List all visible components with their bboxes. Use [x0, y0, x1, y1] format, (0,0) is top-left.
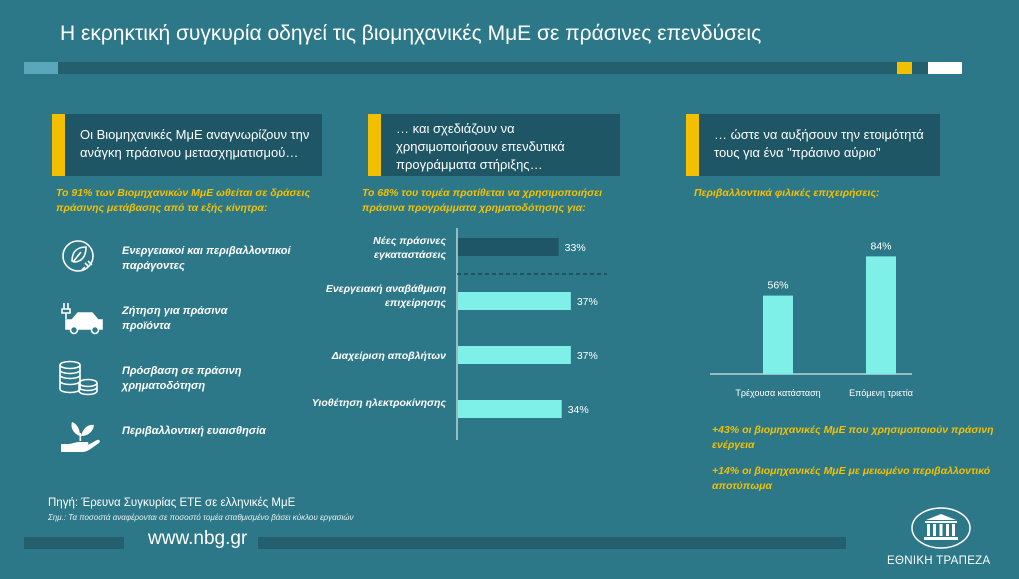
source-text: Πηγή: Έρευνα Συγκυρίας ΕΤΕ σε ελληνικές …	[48, 497, 296, 509]
column2-header-accent	[368, 114, 381, 176]
hbar-category-label: Υιοθέτηση ηλεκτροκίνησης	[311, 397, 446, 409]
top-bar-light-block	[24, 62, 58, 74]
top-bar-white-block	[928, 62, 962, 74]
hbar-value-label: 37%	[577, 350, 598, 362]
hbar-bar	[458, 400, 562, 418]
hbar-value-label: 37%	[577, 296, 598, 308]
driver-label-demand: Ζήτηση για πράσινα προϊόντα	[122, 305, 228, 332]
horizontal-bar-chart: 33% 37% 37% 34%	[456, 228, 607, 440]
top-bar-yellow-block	[897, 62, 912, 74]
footnote-text: Σημ.: Τα ποσοστά αναφέρονται σε ποσοστό …	[48, 513, 354, 522]
bottom-decor-bar-left	[24, 537, 124, 549]
hbar-category-label: Διαχείριση αποβλήτων	[331, 350, 446, 362]
vbar-bar	[866, 256, 896, 374]
column1-header-accent	[52, 114, 65, 176]
vertical-bar-chart: 56% Τρέχουσα κατάσταση 84% Επόμενη τριετία	[710, 240, 913, 398]
hand-plant-icon	[58, 416, 102, 456]
bank-name: ΕΘΝΙΚΗ ΤΡΑΠΕΖΑ	[887, 555, 991, 567]
hbar-value-label: 34%	[568, 404, 589, 416]
leaf-plug-icon	[58, 236, 102, 276]
vbar-value-label: 56%	[767, 280, 788, 292]
note-green-energy: +43% οι βιομηχανικές ΜμΕ που χρησιμοποιο…	[712, 424, 994, 451]
column1-subtitle: Το 91% των Βιομηχανικών ΜμΕ ωθείται σε δ…	[56, 187, 311, 214]
vbar-category-label: Επόμενη τριετία	[849, 388, 913, 398]
coins-icon	[56, 359, 100, 399]
column2-subtitle: Το 68% του τομέα προτίθεται να χρησιμοπο…	[362, 187, 603, 214]
column3-header-accent	[686, 114, 699, 176]
hbar-category-label: Ενεργειακή αναβάθμιση επιχείρησης	[325, 283, 446, 309]
column3-subtitle: Περιβαλλοντικά φιλικές επιχειρήσεις:	[694, 187, 880, 199]
hbar-value-label: 33%	[565, 242, 586, 254]
page-title: Η εκρηκτική συγκυρία οδηγεί τις βιομηχαν…	[60, 22, 762, 45]
column2-header-text: … και σχεδιάζουν να χρησιμοποιήσουν επεν…	[396, 121, 565, 172]
column3-header-text: … ώστε να αυξήσουν την ετοιμότητά τους γ…	[714, 127, 924, 160]
bottom-decor-bar-right	[258, 537, 846, 549]
vbar-value-label: 84%	[870, 240, 891, 252]
hbar-bar	[458, 238, 559, 256]
vbar-bar	[763, 295, 793, 374]
website-link[interactable]: www.nbg.gr	[148, 528, 248, 549]
top-decor-bar	[24, 62, 962, 74]
vbar-category-label: Τρέχουσα κατάσταση	[735, 388, 820, 398]
bank-logo-icon	[910, 506, 972, 555]
electric-car-icon	[58, 300, 103, 340]
hbar-bar	[458, 346, 571, 364]
driver-label-awareness: Περιβαλλοντική ευαισθησία	[122, 425, 266, 437]
column3-header: … ώστε να αυξήσουν την ετοιμότητά τους γ…	[686, 114, 940, 176]
hbar-category-label: Νέες πράσινες εγκαταστάσεις	[373, 235, 446, 261]
column1-header-text: Οι Βιομηχανικές ΜμΕ αναγνωρίζουν την ανά…	[80, 127, 310, 160]
column2-header: … και σχεδιάζουν να χρησιμοποιήσουν επεν…	[368, 114, 620, 176]
hbar-bar	[458, 292, 571, 310]
note-footprint: +14% οι βιομηχανικές ΜμΕ με μειωμένο περ…	[712, 465, 991, 492]
column1-header: Οι Βιομηχανικές ΜμΕ αναγνωρίζουν την ανά…	[52, 114, 322, 176]
driver-label-financing: Πρόσβαση σε πράσινη χρηματοδότηση	[122, 365, 242, 392]
driver-label-energy: Ενεργειακοί και περιβαλλοντικοί παράγοντ…	[122, 245, 291, 272]
